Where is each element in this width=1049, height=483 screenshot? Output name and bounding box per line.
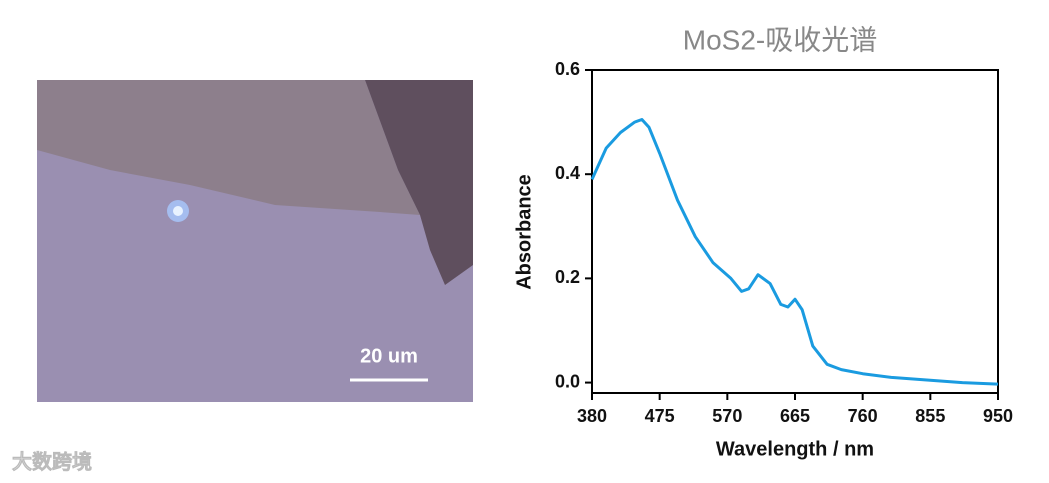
y-tick-label: 0.0 [555,371,580,391]
flake [37,80,420,215]
x-tick-label: 570 [712,406,742,426]
chart-title: MoS2-吸收光谱 [683,24,877,55]
y-tick-label: 0.6 [555,59,580,79]
absorbance-line [590,118,999,386]
plot-frame [591,69,999,394]
x-tick-label: 855 [915,406,945,426]
x-tick-label: 950 [983,406,1013,426]
x-tick-label: 665 [780,406,810,426]
y-tick-label: 0.4 [555,163,580,183]
y-axis-label: Absorbance [513,174,535,290]
micrograph: 20 um [37,80,473,402]
x-tick-label: 760 [848,406,878,426]
x-axis-label: Wavelength / nm [716,438,874,460]
thick-flake [365,80,473,285]
scale-bar-label: 20 um [360,345,418,367]
x-tick-label: 475 [645,406,675,426]
watermark: 大数跨境 [12,449,92,473]
x-tick-label: 380 [577,406,607,426]
spot-core [173,206,183,216]
y-tick-label: 0.2 [555,267,580,287]
